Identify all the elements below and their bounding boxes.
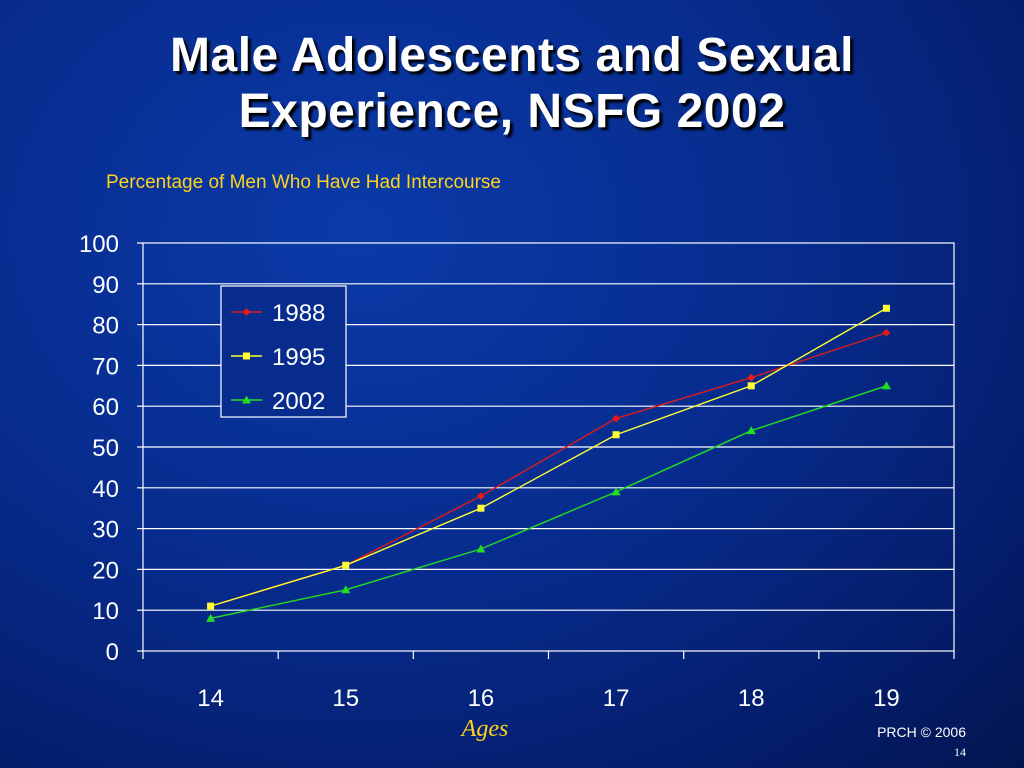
data-point <box>747 373 756 382</box>
series-group <box>206 304 891 622</box>
y-tick-label: 30 <box>92 517 119 544</box>
data-point <box>611 487 621 496</box>
legend-item-1988: 1988 <box>231 300 325 327</box>
y-tick-label: 90 <box>92 272 119 299</box>
legend-box <box>220 285 347 418</box>
data-point <box>882 328 891 337</box>
legend-marker <box>242 395 251 404</box>
data-point <box>747 382 755 390</box>
series-2002 <box>206 381 891 622</box>
x-tick-label: 18 <box>738 685 765 712</box>
data-point <box>882 304 890 312</box>
y-tick-label: 80 <box>92 313 119 340</box>
chart-subtitle: Percentage of Men Who Have Had Intercour… <box>106 172 501 193</box>
data-point <box>746 426 756 435</box>
legend-label: 1988 <box>272 300 325 327</box>
y-tick-label: 100 <box>79 231 119 258</box>
legend-label: 2002 <box>272 388 325 415</box>
x-tick-label: 15 <box>332 685 359 712</box>
legend-label: 1995 <box>272 344 325 371</box>
y-tick-label: 10 <box>92 598 119 625</box>
y-tick-label: 40 <box>92 476 119 503</box>
legend-marker <box>243 352 250 360</box>
legend-marker <box>242 308 251 316</box>
y-axis-ticks: 0 10 20 30 40 50 60 70 80 90 100 <box>79 231 143 666</box>
data-point <box>341 585 351 594</box>
x-tick-label: 16 <box>468 685 495 712</box>
x-axis-ticks: 14 15 16 17 18 19 <box>142 651 955 712</box>
data-point <box>612 414 621 423</box>
data-point <box>881 381 891 390</box>
series-1995 <box>207 304 890 610</box>
y-tick-label: 60 <box>92 394 119 421</box>
gridlines <box>143 283 954 611</box>
page-number: 14 <box>954 745 966 759</box>
data-point <box>477 504 485 512</box>
series-line <box>210 307 887 607</box>
series-line <box>210 385 887 620</box>
data-point <box>476 491 485 500</box>
slide-title-line-1: Male Adolescents and Sexual <box>170 29 854 82</box>
y-tick-label: 70 <box>92 353 119 380</box>
x-tick-label: 17 <box>603 685 630 712</box>
data-point <box>612 431 620 439</box>
legend: 1988 1995 2002 <box>220 285 347 418</box>
x-axis-title: Ages <box>461 716 509 742</box>
slide-title-line-2: Experience, NSFG 2002 <box>238 85 786 138</box>
legend-item-1995: 1995 <box>231 344 325 371</box>
x-tick-label: 19 <box>873 685 900 712</box>
data-point <box>342 561 350 569</box>
y-tick-label: 50 <box>92 435 119 462</box>
data-point <box>207 602 215 610</box>
legend-item-2002: 2002 <box>231 388 325 415</box>
y-tick-label: 20 <box>92 557 119 584</box>
y-tick-label: 0 <box>106 639 119 666</box>
copyright-footer: PRCH © 2006 <box>877 724 966 740</box>
data-point <box>206 613 216 622</box>
x-tick-label: 14 <box>197 685 224 712</box>
data-point <box>476 544 486 553</box>
slide-title: Male Adolescents and Sexual Experience, … <box>0 28 1024 140</box>
